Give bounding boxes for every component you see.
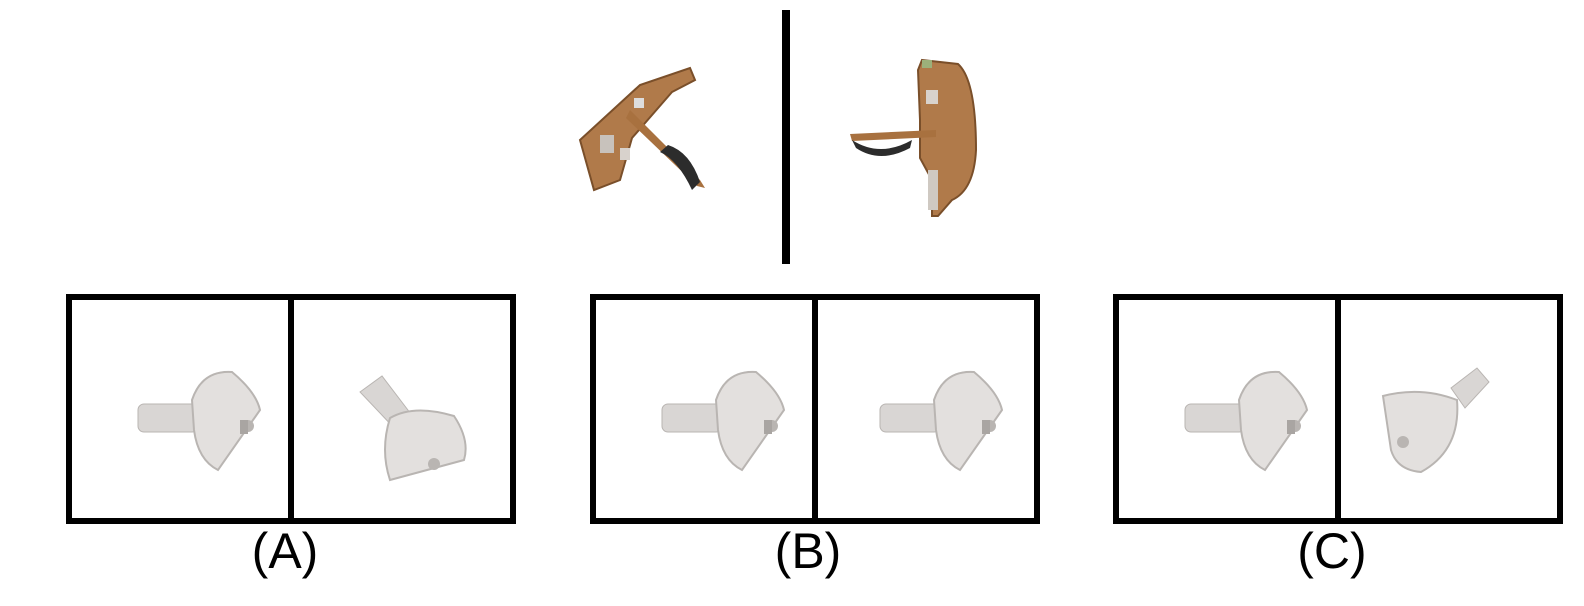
option-a-left-panel bbox=[72, 300, 288, 518]
option-c-left-panel bbox=[1119, 300, 1335, 518]
option-b-divider bbox=[812, 300, 818, 518]
sink-view-rotated-icon bbox=[1381, 367, 1490, 474]
option-b-left-panel bbox=[596, 300, 812, 518]
option-a-divider bbox=[288, 300, 294, 518]
option-c-divider bbox=[1335, 300, 1341, 518]
option-c-label: (C) bbox=[1297, 523, 1367, 579]
ship-hull-tilted-icon bbox=[578, 66, 705, 192]
option-c-right-panel bbox=[1341, 300, 1557, 518]
option-b-label: (B) bbox=[774, 523, 842, 579]
reference-right-view bbox=[840, 40, 1040, 240]
sink-view-icon bbox=[879, 370, 1004, 472]
option-a-right-panel bbox=[294, 300, 510, 518]
ship-hull-side-icon bbox=[850, 58, 978, 217]
option-a-label: (A) bbox=[251, 523, 319, 579]
option-b-right-panel bbox=[818, 300, 1034, 518]
option-a-box[interactable] bbox=[66, 294, 516, 524]
sink-view-tilted-icon bbox=[359, 375, 467, 482]
option-b-box[interactable] bbox=[590, 294, 1040, 524]
reference-divider bbox=[782, 10, 790, 264]
sink-view-icon bbox=[1184, 370, 1309, 472]
sink-view-icon bbox=[137, 370, 262, 472]
reference-left-view bbox=[560, 40, 760, 240]
sink-view-icon bbox=[661, 370, 786, 472]
option-c-box[interactable] bbox=[1113, 294, 1563, 524]
